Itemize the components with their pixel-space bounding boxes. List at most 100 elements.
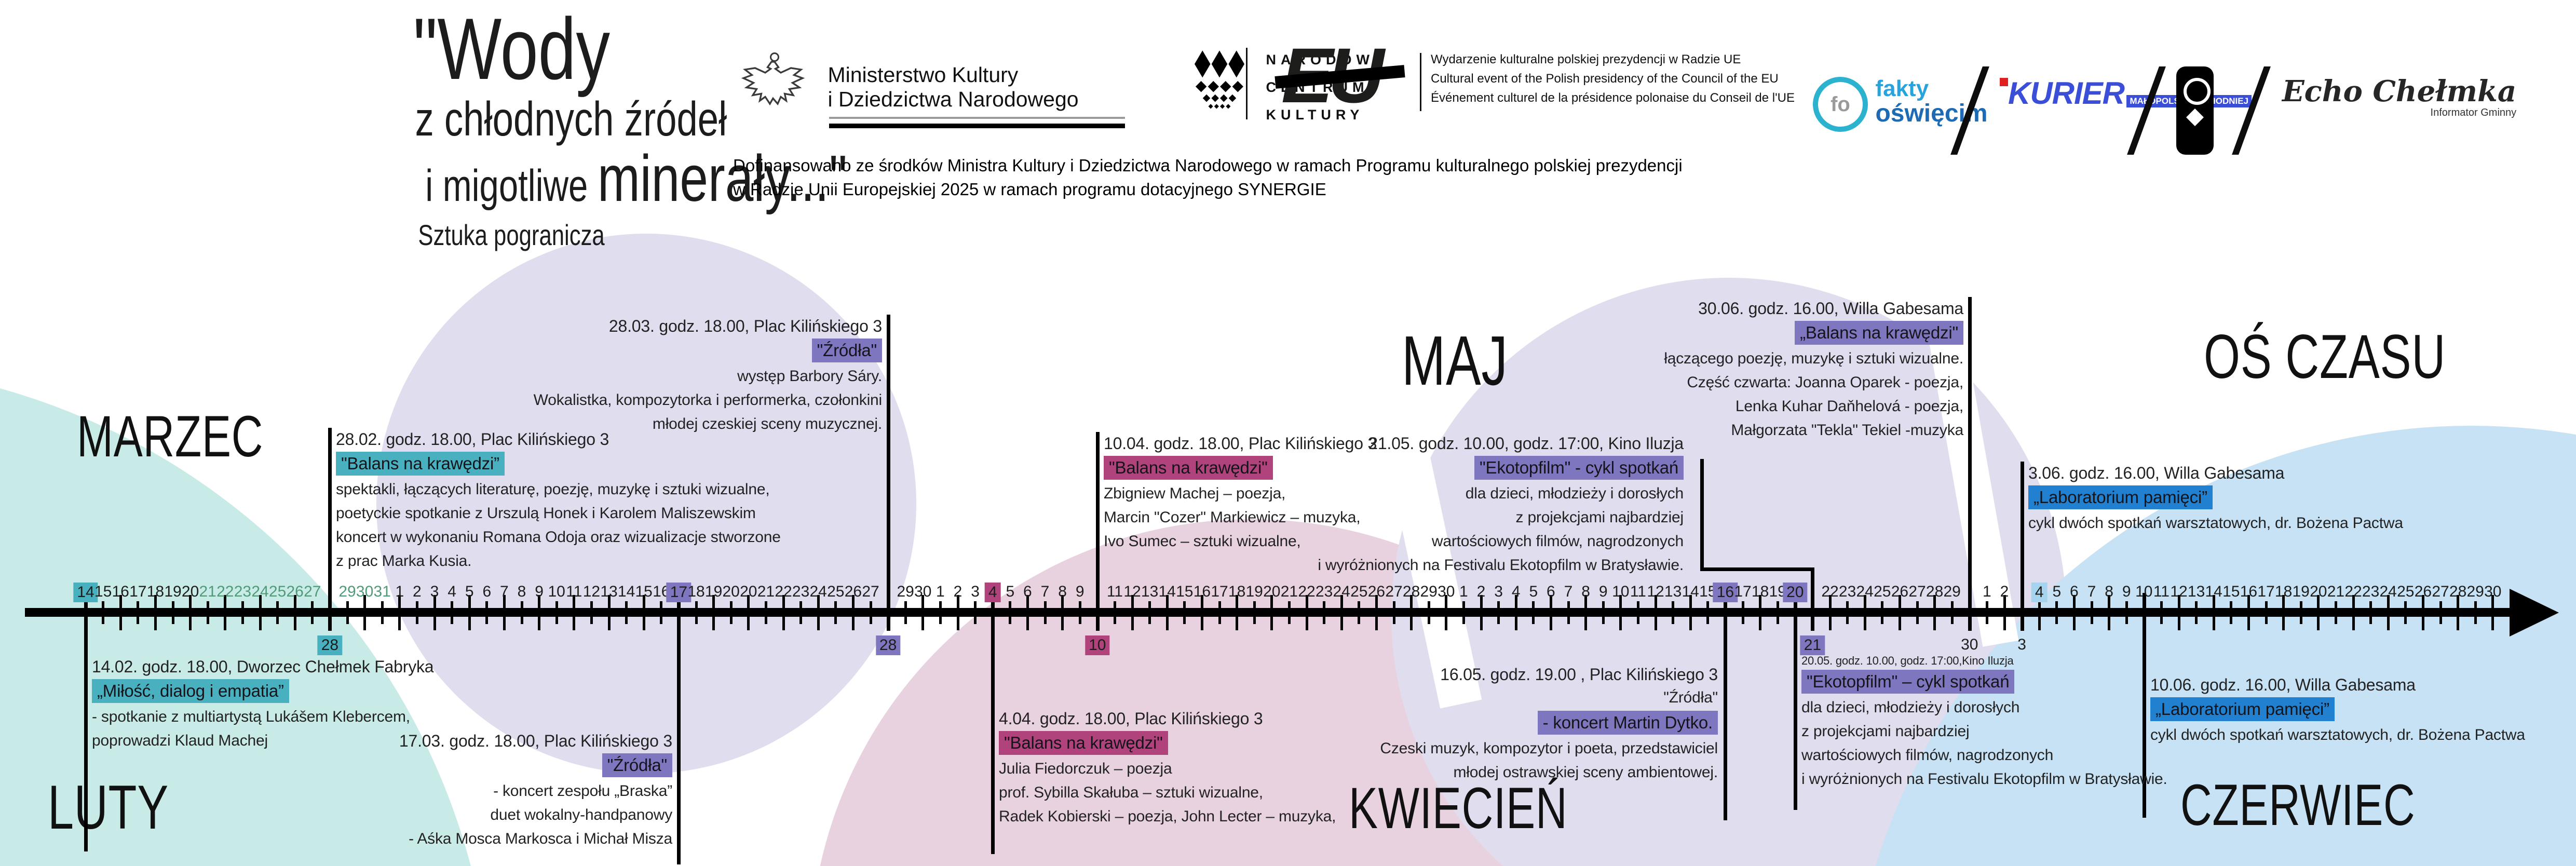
event-pre-title: "Źródła" <box>1663 689 1718 706</box>
event-title-highlight: "Źródła" <box>811 339 882 362</box>
event-detail-line: młodej ostrawskiej sceny ambientowej. <box>1453 764 1718 781</box>
event-connector-line <box>84 593 88 851</box>
axis-tick-mark <box>1636 601 1639 624</box>
axis-day-label: 8 <box>1581 583 1590 600</box>
axis-tick-mark <box>189 595 192 630</box>
kurier-logo: KURIER MAŁOPOLSKI ZACHODNIEJ <box>2000 78 2252 109</box>
axis-tick-mark <box>1253 601 1256 624</box>
event-detail-line: Czeski muzyk, kompozytor i poeta, przeds… <box>1380 740 1718 757</box>
kurier-red-square-icon <box>2000 78 2008 86</box>
axis-tick-mark <box>433 595 436 630</box>
event-date: 28.03. godz. 18.00, Plac Kilińskiego 3 <box>608 317 882 335</box>
event-connector-line <box>328 428 332 631</box>
poster-title-line2: z chłodnych źródeł <box>415 92 727 146</box>
axis-tick-mark <box>1061 595 1064 630</box>
axis-day-label: 20 <box>181 583 199 600</box>
event-connector-line <box>2020 462 2024 631</box>
poster-subtitle: Sztuka pogranicza <box>418 219 605 251</box>
axis-tick-mark <box>1881 601 1884 624</box>
axis-day-label: 8 <box>2105 583 2113 600</box>
event-connector-line <box>991 593 995 854</box>
axis-tick-mark <box>1584 595 1588 630</box>
axis-tick-mark <box>1916 601 1919 624</box>
axis-tick-mark <box>538 595 541 630</box>
axis-day-label-below: 30 <box>1961 636 1978 653</box>
poster-title-line3: i migotliwe minerały..." <box>425 142 847 215</box>
axis-tick-mark <box>1375 595 1378 630</box>
axis-tick-mark <box>1410 595 1413 630</box>
event-date: 14.02. godz. 18.00, Dworzec Chełmek Fabr… <box>92 657 434 676</box>
axis-tick-mark <box>2369 601 2372 624</box>
axis-tick-mark <box>154 595 157 630</box>
axis-day-label: 18 <box>1751 583 1769 600</box>
axis-day-label: 12 <box>582 583 601 600</box>
axis-tick-mark <box>1863 595 1866 630</box>
axis-tick-mark <box>1532 601 1535 624</box>
event-title: "Ekotopfilm" - cykl spotkań <box>1164 455 1684 482</box>
event-title: "Balans na krawędzi” <box>336 451 876 478</box>
axis-day-label: 1 <box>395 583 404 600</box>
axis-day-label: 27 <box>304 583 321 600</box>
event-block-e6: 3.06. godz. 16.00, Willa Gabesama „Labora… <box>2028 462 2558 535</box>
event-connector-line <box>886 315 890 631</box>
nck-diamonds-icon: ◆◆◆ ◆◆◆◆ ◆◆◆◆ ◆◆◆◆ <box>1194 42 1246 110</box>
ministry-name-line2: i Dziedzictwa Narodowego <box>828 87 1079 111</box>
axis-tick-mark <box>119 595 122 630</box>
event-detail-line: poprowadzi Klaud Machej <box>92 732 268 749</box>
event-connector-line <box>1811 567 1815 631</box>
event-detail-line: - spotkanie z multiartystą Lukášem Klebe… <box>92 708 410 725</box>
axis-day-label: 6 <box>1023 583 1032 600</box>
event-title-highlight: "Balans na krawędzi” <box>336 452 505 476</box>
event-title-highlight: „Balans na krawędzi" <box>1795 321 1963 345</box>
month-label-marzec: MARZEC <box>77 404 264 469</box>
event-detail-line: - Aśka Mosca Markosca i Michał Misza <box>409 830 672 847</box>
event-detail-line: z projekcjami najbardziej <box>1801 723 1970 740</box>
axis-day-label: 4 <box>448 583 456 600</box>
eu-line-en: Cultural event of the Polish presidency … <box>1431 72 1779 86</box>
axis-tick-mark <box>747 595 750 630</box>
axis-day-label: 7 <box>2087 583 2096 600</box>
axis-tick-mark <box>660 601 663 624</box>
event-date: 28.02. godz. 18.00, Plac Kilińskiego 3 <box>336 430 609 449</box>
axis-tick-mark <box>102 601 105 624</box>
event-detail-line: duet wokalny-handpanowy <box>490 806 672 823</box>
event-title-highlight: „Miłość, dialog i empatia” <box>92 679 289 703</box>
axis-tick-mark <box>1497 601 1500 624</box>
axis-day-label: 16 <box>112 583 129 600</box>
event-connector-line <box>1968 297 1972 631</box>
poster-title: "Wody z chłodnych źródeł i migotliwe min… <box>306 0 847 251</box>
axis-day-label: 23 <box>1838 583 1856 600</box>
axis-day-label: 15 <box>635 583 653 600</box>
axis-day-label: 22 <box>1821 583 1839 600</box>
axis-tick-mark <box>2299 601 2302 624</box>
axis-day-label: 18 <box>1228 583 1246 600</box>
axis-tick-mark <box>729 601 733 624</box>
poster-title-line1: "Wody <box>413 0 610 98</box>
axis-tick-mark <box>1480 595 1483 630</box>
axis-tick-mark <box>1567 601 1570 624</box>
event-date: 30.06. godz. 16.00, Willa Gabesama <box>1698 299 1963 318</box>
axis-day-label: 30 <box>1438 583 1455 600</box>
axis-day-label: 13 <box>2187 583 2205 600</box>
axis-day-label: 3 <box>430 583 439 600</box>
month-label-kwiecien: KWIECIEŃ <box>1349 776 1568 841</box>
axis-tick-mark <box>1776 601 1779 624</box>
axis-day-label: 13 <box>1664 583 1682 600</box>
axis-day-label: 24 <box>1856 583 1874 600</box>
event-title: "Źródła" <box>363 337 882 364</box>
ministry-rule-black <box>829 124 1125 128</box>
event-detail-line: Część czwarta: Joanna Oparek - poezja, <box>1687 374 1963 391</box>
axis-tick-mark <box>1236 595 1239 630</box>
ministry-name-line1: Ministerstwo Kultury <box>828 63 1019 87</box>
axis-day-label: 11 <box>2153 583 2170 600</box>
event-detail-line: z projekcjami najbardziej <box>1515 509 1684 526</box>
axis-day-label: 25 <box>1874 583 1891 600</box>
event-detail-line: koncert w wykonaniu Romana Odoja oraz wi… <box>336 529 781 546</box>
axis-tick-mark <box>2055 601 2058 624</box>
axis-day-label: 3 <box>971 583 980 600</box>
axis-day-label: 20 <box>1263 583 1281 600</box>
axis-day-label: 14 <box>1682 583 1699 600</box>
axis-day-label-below: 10 <box>1085 635 1110 655</box>
axis-tick-mark <box>1549 595 1552 630</box>
